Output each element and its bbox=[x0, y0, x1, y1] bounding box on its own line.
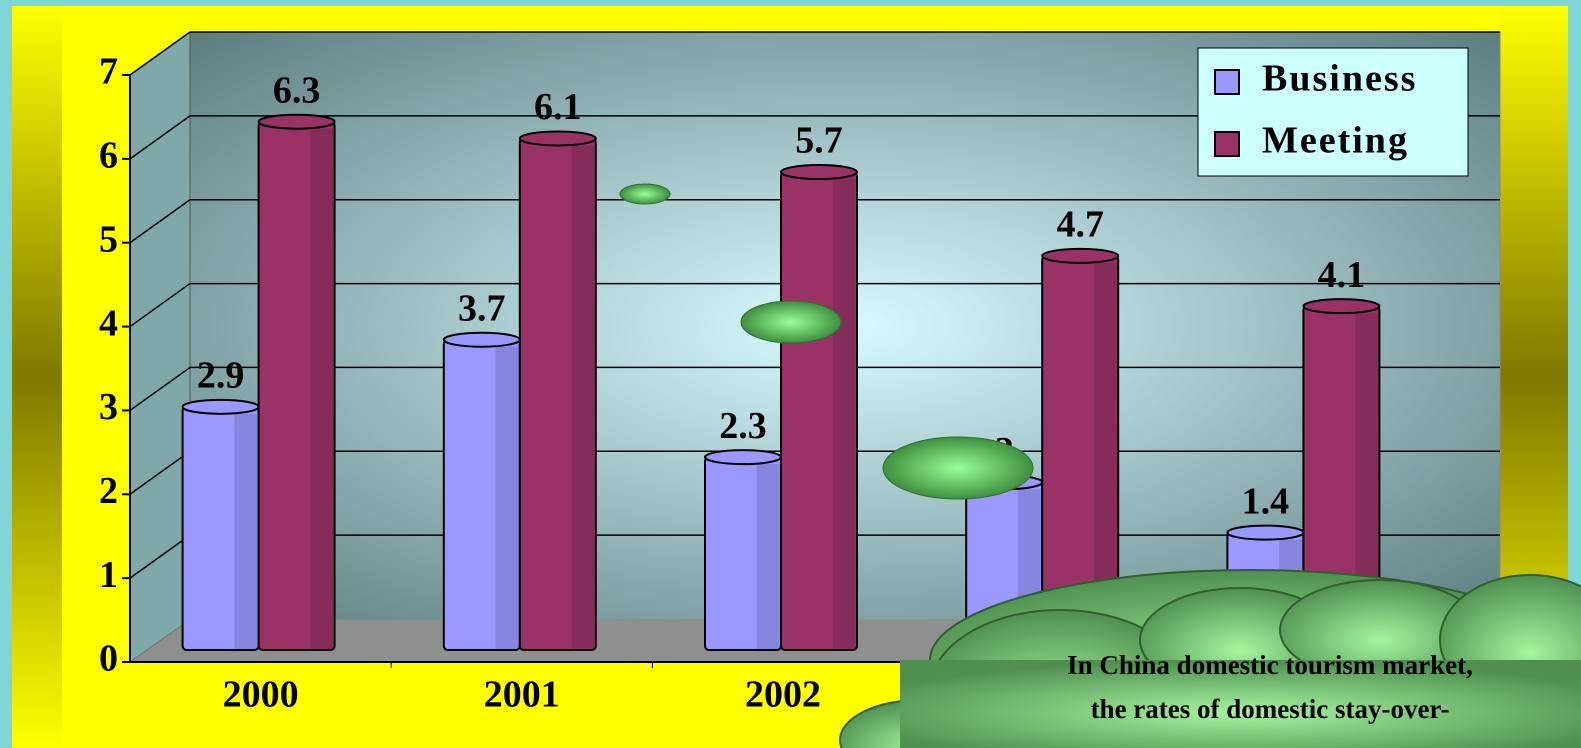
value-label: 4.7 bbox=[1056, 204, 1104, 246]
bar-cap bbox=[780, 164, 858, 181]
value-label: 1.4 bbox=[1242, 480, 1290, 522]
x-tick-label: 2002 bbox=[745, 674, 821, 716]
side-wall bbox=[129, 31, 191, 663]
decoration bbox=[740, 300, 842, 344]
value-label: 3.7 bbox=[458, 287, 506, 329]
bar-cap bbox=[1302, 298, 1381, 315]
y-tick-label: 4 bbox=[99, 302, 118, 344]
bar-shade bbox=[1093, 262, 1117, 650]
decoration bbox=[882, 436, 1034, 500]
value-label: 5.7 bbox=[795, 120, 843, 162]
legend bbox=[1197, 47, 1469, 177]
bar-cap bbox=[442, 331, 521, 348]
bar-cap bbox=[257, 113, 336, 130]
y-tick-label: 5 bbox=[99, 218, 118, 260]
y-tick-label: 3 bbox=[99, 386, 118, 428]
bar-shade bbox=[1355, 313, 1378, 650]
x-tick-label: 2000 bbox=[223, 674, 299, 716]
decoration bbox=[619, 183, 671, 205]
bar-cap bbox=[704, 449, 782, 466]
y-tick-label: 7 bbox=[99, 51, 118, 93]
legend-swatch bbox=[1214, 131, 1240, 157]
value-label: 2.9 bbox=[197, 355, 245, 397]
bar-cap bbox=[181, 398, 260, 415]
annotation: In China domestic tourism market, bbox=[1067, 650, 1473, 680]
grid-line bbox=[129, 534, 191, 579]
grid-line bbox=[129, 366, 191, 412]
annotation: the rates of domestic stay-over- bbox=[1091, 694, 1450, 724]
value-label: 6.3 bbox=[273, 69, 321, 111]
bar-shade bbox=[571, 145, 595, 650]
value-label: 2.3 bbox=[719, 405, 767, 447]
value-label: 6.1 bbox=[534, 86, 582, 128]
bar-shade bbox=[832, 179, 856, 650]
bar-cap bbox=[518, 130, 597, 147]
grid-line bbox=[129, 199, 191, 244]
value-label: 4.1 bbox=[1318, 254, 1366, 296]
bar-cap bbox=[1041, 247, 1120, 264]
y-tick-label: 1 bbox=[99, 554, 118, 596]
bar-shade bbox=[310, 128, 334, 650]
bar-cap bbox=[1226, 524, 1305, 541]
y-tick-label: 2 bbox=[99, 470, 118, 512]
y-tick-label: 0 bbox=[99, 638, 118, 680]
grid-line bbox=[129, 31, 191, 76]
x-tick-label: 2001 bbox=[484, 674, 560, 716]
cloud bbox=[839, 569, 1581, 748]
bar-shade bbox=[234, 413, 258, 650]
grid-line bbox=[129, 115, 191, 160]
legend-label: Business bbox=[1262, 58, 1417, 100]
legend-label: Meeting bbox=[1262, 120, 1409, 162]
grid-line bbox=[129, 282, 191, 328]
y-tick-label: 6 bbox=[99, 135, 118, 177]
bar-shade bbox=[495, 346, 519, 650]
frame-shade bbox=[12, 6, 62, 748]
grid-line bbox=[129, 450, 191, 495]
legend-swatch bbox=[1214, 69, 1240, 95]
bar-shade bbox=[756, 464, 780, 650]
